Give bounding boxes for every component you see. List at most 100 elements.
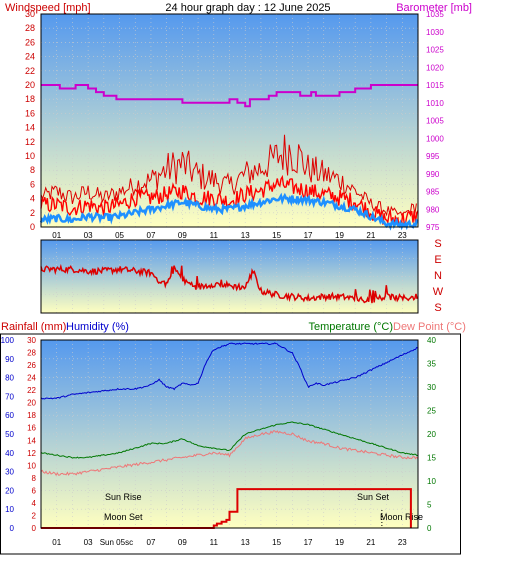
wind-direction-series-line bbox=[40, 263, 418, 304]
barometer-axis-label: Barometer [mb] bbox=[396, 2, 472, 14]
windspeed-tick-label: 22 bbox=[25, 66, 35, 76]
moon-set-label: Moon Set bbox=[104, 512, 143, 522]
temperature-tick-label: 30 bbox=[427, 383, 436, 392]
windspeed-tick-label: 2 bbox=[30, 208, 35, 218]
barometer-tick-label: 1020 bbox=[426, 63, 444, 72]
windspeed-tick-label: 30 bbox=[25, 9, 35, 19]
wind-x-tick-label: 15 bbox=[272, 231, 281, 240]
bottom-outer-frame bbox=[0, 333, 461, 555]
sun-rise-label: Sun Rise bbox=[105, 492, 142, 502]
barometer-tick-label: 1000 bbox=[426, 134, 444, 143]
humidity-axis-label: Humidity (%) bbox=[66, 321, 129, 333]
humidity-tick-label: 30 bbox=[5, 468, 14, 477]
rainfall-tick-label: 6 bbox=[32, 486, 37, 495]
temp-x-tick-label: 23 bbox=[398, 538, 407, 547]
wind-x-tick-label: 11 bbox=[210, 231, 219, 240]
humidity-tick-label: 90 bbox=[5, 355, 14, 364]
windspeed-tick-label: 6 bbox=[30, 179, 35, 189]
wind-plot-series bbox=[39, 84, 419, 231]
humidity-tick-label: 20 bbox=[5, 486, 14, 495]
barometer-tick-label: 1025 bbox=[426, 46, 444, 55]
temp-plot-series bbox=[40, 342, 419, 529]
graph-title: 24 hour graph day : 12 June 2025 bbox=[165, 2, 330, 14]
rainfall-tick-label: 18 bbox=[27, 411, 36, 420]
rainfall-tick-label: 0 bbox=[32, 524, 37, 533]
rainfall-tick-label: 10 bbox=[27, 461, 36, 470]
direction-tick-label: S bbox=[434, 302, 441, 314]
barometer-tick-label: 1035 bbox=[426, 10, 444, 19]
wind-x-tick-label: 13 bbox=[241, 231, 250, 240]
wind-x-tick-label: 17 bbox=[304, 231, 313, 240]
rainfall-tick-label: 14 bbox=[27, 436, 36, 445]
barometer-tick-label: 1015 bbox=[426, 81, 444, 90]
temp-x-tick-label: 01 bbox=[52, 538, 61, 547]
gust-series-line bbox=[40, 134, 417, 218]
average-wind-series-line bbox=[39, 192, 419, 231]
moon-rise-label: Moon Rise bbox=[380, 512, 423, 522]
wind-x-tick-label: 09 bbox=[178, 231, 187, 240]
temp-x-tick-label: 17 bbox=[304, 538, 313, 547]
rainfall-tick-label: 26 bbox=[27, 361, 36, 370]
barometer-axis: 975 980 985 990 995 1000 1005 1010 1015 1020 1025 1… bbox=[426, 10, 444, 232]
wind-x-tick-label: 23 bbox=[398, 231, 407, 240]
direction-plot-series bbox=[40, 263, 418, 304]
wind-x-tick-label: 19 bbox=[335, 231, 344, 240]
temp-x-tick-label: 11 bbox=[210, 538, 219, 547]
temperature-tick-label: 20 bbox=[427, 430, 436, 439]
direction-plot-grid bbox=[41, 240, 418, 313]
direction-tick-label: E bbox=[434, 254, 441, 266]
direction-tick-label: N bbox=[434, 270, 442, 282]
rainfall-tick-label: 12 bbox=[27, 449, 36, 458]
wind-plot-frame bbox=[40, 13, 419, 228]
barometer-tick-label: 985 bbox=[426, 188, 440, 197]
temp-x-tick-label: 15 bbox=[272, 538, 281, 547]
temp-x-tick-label: 03 bbox=[84, 538, 93, 547]
temperature-axis: 0 5 10 15 20 25 30 35 40 bbox=[427, 336, 436, 533]
rainfall-tick-label: 8 bbox=[32, 474, 37, 483]
temp-x-tick-label: 13 bbox=[241, 538, 250, 547]
temperature-series-line bbox=[40, 421, 419, 459]
temperature-tick-label: 10 bbox=[427, 477, 436, 486]
temperature-tick-label: 0 bbox=[427, 524, 432, 533]
humidity-tick-label: 50 bbox=[5, 430, 14, 439]
temperature-tick-label: 40 bbox=[427, 336, 436, 345]
wind-x-tick-label: 01 bbox=[52, 231, 61, 240]
temp-plot-frame bbox=[40, 339, 419, 529]
rainfall-tick-label: 28 bbox=[27, 349, 36, 358]
temperature-tick-label: 5 bbox=[427, 501, 432, 510]
humidity-tick-label: 70 bbox=[5, 392, 14, 401]
windspeed-tick-label: 0 bbox=[30, 222, 35, 232]
direction-tick-label: S bbox=[434, 238, 441, 250]
windspeed-tick-label: 26 bbox=[25, 37, 35, 47]
wind-x-tick-label: 05 bbox=[115, 231, 124, 240]
windspeed-tick-label: 18 bbox=[25, 94, 35, 104]
temp-x-tick-label: 21 bbox=[366, 538, 375, 547]
barometer-tick-label: 995 bbox=[426, 152, 440, 161]
temperature-tick-label: 25 bbox=[427, 407, 436, 416]
rainfall-tick-label: 20 bbox=[27, 399, 36, 408]
rainfall-tick-label: 2 bbox=[32, 511, 37, 520]
sun-set-label: Sun Set bbox=[357, 492, 390, 502]
humidity-tick-label: 100 bbox=[1, 336, 15, 345]
temperature-tick-label: 35 bbox=[427, 360, 436, 369]
windspeed-tick-label: 12 bbox=[25, 137, 35, 147]
temp-plot-grid bbox=[41, 340, 418, 528]
barometer-tick-label: 975 bbox=[426, 223, 440, 232]
temp-x-axis: 01 03 07 09 11 13 15 17 19 21 23 Sun 05sc bbox=[52, 538, 407, 547]
barometer-tick-label: 1010 bbox=[426, 99, 444, 108]
windspeed-tick-label: 8 bbox=[30, 165, 35, 175]
sun-moon-events: Sun Rise Moon Set Sun Set Moon Rise bbox=[104, 492, 423, 528]
windspeed-axis-label: Windspeed [mph] bbox=[5, 2, 91, 14]
temperature-axis-label: Temperature (°C) bbox=[309, 321, 393, 333]
wind-x-tick-label: 03 bbox=[84, 231, 93, 240]
windspeed-tick-label: 10 bbox=[25, 151, 35, 161]
rainfall-tick-label: 30 bbox=[27, 336, 36, 345]
windspeed-tick-label: 4 bbox=[30, 194, 35, 204]
